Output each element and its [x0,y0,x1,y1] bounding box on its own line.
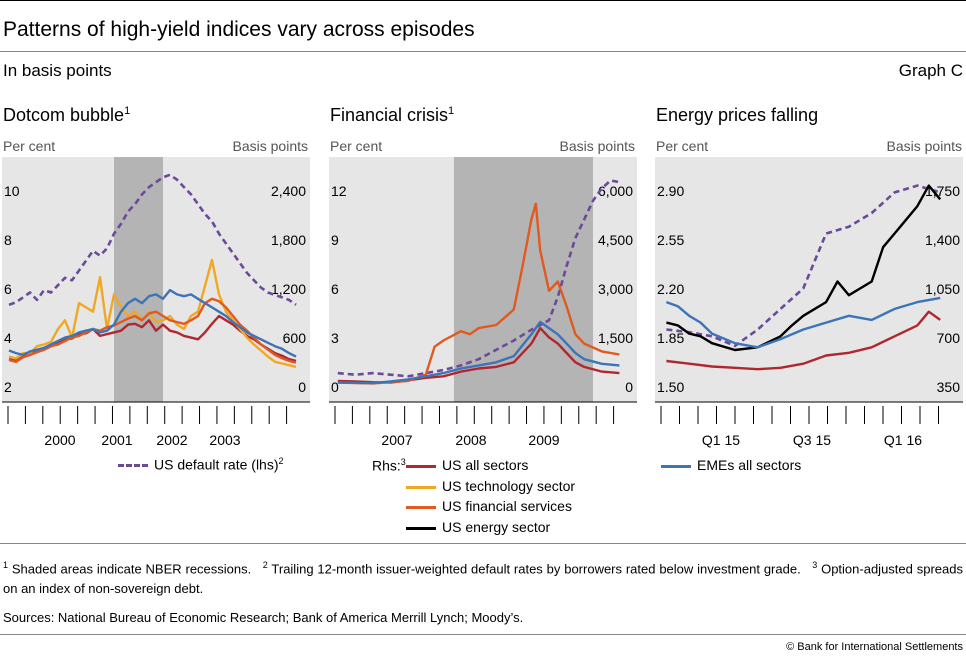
recession-band-financial-0 [453,157,593,402]
series-line-financial-emes-all-sectors [337,320,620,385]
x-tick-label: 2009 [528,432,559,448]
legend-rhs-label: Rhs:3 [372,457,406,474]
chart-panel-energy: 2.90 2.55 2.20 1.85 1.50 1,750 1,400 1,050 700 35… [655,157,963,448]
sources-note: Sources: National Bureau of Economic Res… [3,610,524,625]
right-tick-label: 1,050 [925,281,960,297]
series-line-energy-emes-all-sectors [665,296,941,349]
left-tick-label: 2.20 [657,281,684,297]
right-unit-financial: Basis points [559,138,635,154]
left-tick-label: 6 [4,281,12,297]
panel-title-dotcom: Dotcom bubble1 [3,105,131,125]
legend-us-tech: US technology sector [406,478,575,494]
series-line-financial-us-financial-services [337,202,620,385]
series-line-dotcom-emes-all-sectors [8,288,297,358]
legend-swatch-us-tech [406,485,436,489]
left-unit-dotcom: Per cent [3,138,56,154]
legend-us-fin: US financial services [406,498,572,514]
right-tick-label: 1,200 [271,281,306,297]
series-line-financial-us-default-rate-lhs [337,179,620,378]
right-tick-label: 1,800 [271,232,306,248]
series-line-energy-us-energy-sector [666,184,942,352]
left-tick-label: 10 [4,183,20,199]
legend-swatch-us-energy [406,526,436,530]
right-tick-label: 6,000 [598,183,633,199]
series-line-dotcom-us-default-rate-lhs [8,173,297,307]
legend-default-rate: US default rate (lhs)2 [118,456,284,473]
legend-emes: EMEs all sectors [661,457,801,473]
title-rule [0,51,966,52]
left-tick-label: 8 [4,232,12,248]
left-tick-label: 4 [4,330,12,346]
left-tick-label: 0 [331,379,339,395]
right-tick-label: 4,500 [598,232,633,248]
left-tick-label: 2 [4,379,12,395]
series-line-energy-us-all-sectors [666,310,941,371]
legend-swatch-default-rate [118,464,148,468]
chart-subtitle: In basis points [3,61,112,80]
x-tick-label: 2000 [44,432,75,448]
x-tick-label: Q1 15 [702,432,740,448]
right-tick-label: 1,500 [598,330,633,346]
x-tick-label: 2003 [209,432,240,448]
copyright: © Bank for International Settlements [786,641,963,653]
legend-us-energy: US energy sector [406,519,550,535]
right-tick-label: 700 [937,330,961,346]
legend-us-all: US all sectors [406,457,528,473]
x-tick-label: 2001 [101,432,132,448]
left-unit-financial: Per cent [330,138,383,154]
series-line-energy-us-default-rate-lhs [666,184,941,348]
left-tick-label: 12 [331,183,347,199]
right-tick-label: 1,750 [925,183,960,199]
x-tick-label: 2008 [455,432,486,448]
left-tick-label: 6 [331,281,339,297]
chart-title: Patterns of high-yield indices vary acro… [3,18,475,41]
left-tick-label: 3 [331,330,339,346]
chart-panel-financial: 12 9 6 3 0 6,000 4,500 3,000 1,500 0 2007 2008 2009 [329,157,637,448]
x-tick-label: Q3 15 [793,432,831,448]
left-tick-label: 2.55 [657,232,684,248]
x-tick-label: Q1 16 [884,432,922,448]
legend-swatch-us-all [406,464,436,468]
chart-panel-dotcom: 10 8 6 4 2 2,400 1,800 1,200 600 0 2000 2001 2002 200… [2,157,310,448]
notes-rule [0,543,966,544]
bottom-rule [0,634,966,635]
left-tick-label: 1.85 [657,330,684,346]
legend-swatch-us-fin [406,505,436,509]
legend-swatch-emes [661,464,691,468]
graph-id: Graph C [898,61,963,80]
panel-title-financial: Financial crisis1 [330,105,455,125]
right-tick-label: 1,400 [925,232,960,248]
right-tick-label: 600 [283,330,307,346]
right-tick-label: 2,400 [271,183,306,199]
x-tick-label: 2007 [381,432,412,448]
right-tick-label: 350 [937,379,961,395]
right-tick-label: 0 [298,379,306,395]
left-tick-label: 2.90 [657,183,684,199]
recession-band-dotcom-0 [114,157,163,402]
left-unit-energy: Per cent [656,138,709,154]
right-tick-label: 3,000 [598,281,633,297]
series-line-dotcom-us-technology-sector [8,258,297,369]
top-rule [0,0,966,1]
right-unit-energy: Basis points [886,138,962,154]
left-tick-label: 1.50 [657,379,684,395]
right-tick-label: 0 [625,379,633,395]
x-tick-label: 2002 [156,432,187,448]
footnotes: 1 Shaded areas indicate NBER recessions.… [3,560,963,597]
panel-title-energy: Energy prices falling [656,105,819,125]
left-tick-label: 9 [331,232,339,248]
right-unit-dotcom: Basis points [232,138,308,154]
